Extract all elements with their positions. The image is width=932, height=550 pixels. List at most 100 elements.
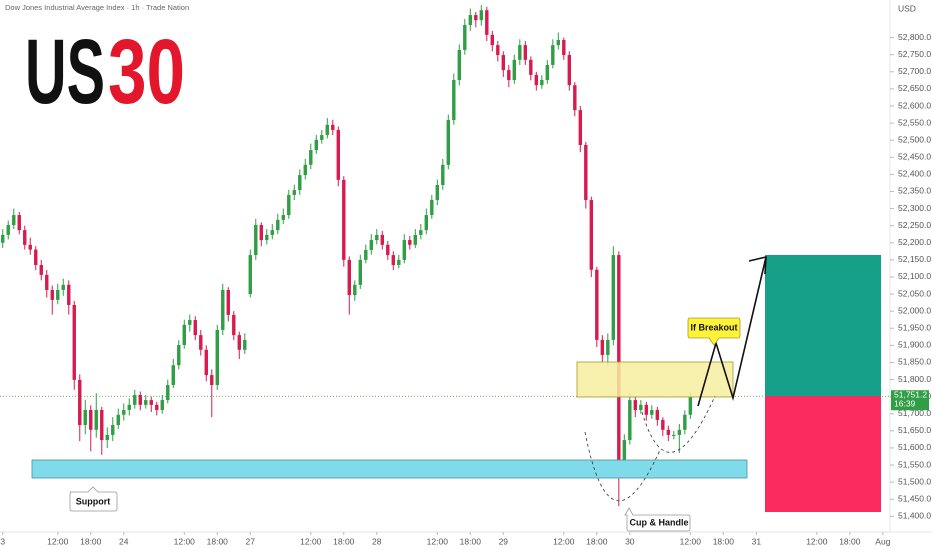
candle-body	[375, 234, 379, 241]
candle-body	[144, 400, 148, 405]
candle-body	[655, 409, 660, 420]
axes: 51,400.0 51,450.0 51,500.0 51,550.0 51,600.0…	[0, 32, 931, 546]
candle-body	[210, 375, 214, 386]
x-tick-label: 12:00	[47, 536, 69, 546]
candle-body	[34, 249, 38, 265]
candle-body	[149, 400, 153, 405]
candle-body	[666, 429, 671, 435]
candle-body	[628, 400, 632, 441]
candle-body	[243, 339, 247, 350]
y-tick-label: 52,050.0	[898, 288, 931, 298]
candle-body	[122, 409, 126, 415]
candle-body	[688, 396, 693, 415]
y-tick-label: 51,800.0	[898, 374, 931, 384]
candle-body	[578, 110, 583, 145]
candle-body	[221, 289, 225, 330]
y-tick-label: 51,900.0	[898, 340, 931, 350]
candle-body	[325, 124, 329, 136]
y-tick-label: 52,300.0	[898, 203, 931, 213]
candle-body	[171, 365, 175, 386]
y-tick-label: 52,000.0	[898, 305, 931, 315]
y-tick-label: 52,600.0	[898, 100, 931, 110]
candle-body	[188, 320, 192, 325]
candle-body	[111, 425, 115, 435]
y-tick-label: 52,500.0	[898, 134, 931, 144]
candle-body	[100, 409, 104, 441]
y-tick-label: 52,350.0	[898, 186, 931, 196]
candle-body	[562, 40, 566, 56]
candle-body	[160, 400, 164, 410]
y-tick-label: 52,450.0	[898, 152, 931, 162]
candle-body	[105, 434, 109, 441]
candle-body	[567, 55, 572, 86]
candle-body	[347, 259, 351, 296]
candle-body	[89, 409, 93, 430]
candle-body	[155, 404, 159, 410]
candle-body	[177, 345, 181, 366]
candle-body	[342, 179, 346, 260]
chart-title: Dow Jones Industrial Average Index · 1h …	[5, 3, 189, 12]
candle-body	[182, 324, 186, 346]
candle-body	[12, 215, 16, 225]
candle-body	[39, 265, 43, 275]
candle-body	[193, 320, 197, 336]
candle-body	[606, 339, 610, 355]
candle-body	[166, 385, 170, 401]
candle-body	[309, 150, 313, 165]
candle-body	[589, 200, 594, 270]
candle-body	[424, 215, 429, 231]
candle-body	[507, 70, 511, 81]
support-zone	[31, 459, 748, 479]
x-tick-label: 18:00	[839, 536, 861, 546]
x-tick-label: 12:00	[680, 536, 702, 546]
y-tick-label: 52,400.0	[898, 169, 931, 179]
projection-path	[697, 256, 767, 407]
x-tick-label: 18:00	[333, 536, 355, 546]
candle-body	[446, 120, 451, 165]
candle-body	[127, 404, 131, 410]
x-tick-label: 27	[246, 536, 256, 546]
plot-area	[0, 5, 890, 507]
candle-body	[276, 219, 280, 231]
y-tick-label: 51,850.0	[898, 357, 931, 367]
candle-body	[512, 59, 517, 81]
candle-body	[501, 55, 506, 71]
candle-body	[430, 200, 434, 216]
candle-body	[369, 240, 373, 250]
last-price-tag	[891, 390, 929, 411]
currency-label: USD	[898, 3, 916, 13]
candle-body	[364, 249, 368, 260]
x-tick-label: 24	[119, 536, 129, 546]
countdown-label: 16:39	[894, 398, 916, 408]
candle-body	[683, 414, 687, 430]
candle-body	[281, 215, 285, 220]
candle-body	[573, 85, 577, 111]
candle-body	[413, 234, 418, 245]
support-label: Support	[76, 496, 111, 506]
candle-body	[391, 255, 395, 265]
x-tick-label: 18:00	[713, 536, 735, 546]
candle-body	[534, 74, 539, 86]
projection-arrowhead	[748, 255, 767, 275]
candle-body	[78, 379, 82, 426]
x-tick-label: 29	[499, 536, 509, 546]
x-tick-label: 12:00	[553, 536, 575, 546]
resistance-zone	[576, 361, 734, 398]
x-tick-label: 3	[0, 536, 5, 546]
x-tick-label: 12:00	[427, 536, 449, 546]
x-tick-label: 30	[625, 536, 635, 546]
candle-body	[133, 394, 137, 405]
y-tick-label: 51,450.0	[898, 493, 931, 503]
candle-body	[204, 349, 208, 376]
x-tick-label: 31	[752, 536, 762, 546]
y-tick-label: 51,600.0	[898, 442, 931, 452]
pattern-label: Cup & Handle	[629, 517, 688, 527]
candle-body	[457, 49, 462, 81]
candle-body	[474, 15, 478, 21]
candle-body	[358, 259, 362, 285]
candle-body	[320, 135, 324, 140]
y-tick-label: 51,700.0	[898, 408, 931, 418]
candle-body	[650, 409, 654, 415]
candle-body	[386, 244, 390, 256]
candle-body	[314, 139, 318, 151]
